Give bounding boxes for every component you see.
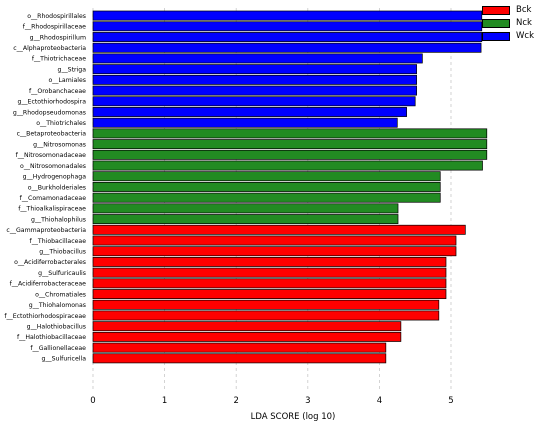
x-axis-label: LDA SCORE (log 10) [251,412,336,422]
category-label: o__Rhodospirillales [27,13,86,20]
bar-g-sulfuricaulis [92,267,447,278]
category-labels: o__Rhodospirillales f__Rhodospirillaceaeg… [4,13,86,363]
category-label: f__Halothiobacillaceae [17,334,86,341]
category-label: g__Rhodospirillum [30,34,86,41]
bar-g-nitrosomonas [92,139,488,150]
x-tick-label: 1 [162,396,167,406]
category-label: f__Acidiferrobacteraceae [10,281,87,288]
bar-f-thioalkalispiraceae [92,203,399,214]
bar-o-rhodospirillales [92,10,483,21]
bar-f-thiobacillaceae [92,235,457,246]
category-label: o__Nitrosomonadales [20,163,86,170]
legend-swatch [482,5,510,15]
bar-g-ectothiorhodospira [92,96,416,107]
bar-c-gammaproteobacteria [92,224,466,235]
bar-f-ectothiorhodospiraceae [92,310,440,321]
bar-f-gallionellaceae [92,342,387,353]
category-label: g__Thiohalomonas [29,302,86,309]
legend-item-nck: Nck [482,17,546,29]
bar-g-striga [92,64,417,75]
category-label: f__Ectothiorhodospiraceae [4,313,86,320]
category-label: g__Rhodopseudomonas [13,109,86,116]
bar-g-thiobacillus [92,246,457,257]
bar-o-burkholderiales [92,182,441,192]
category-label: f__Comamonadaceae [20,195,87,202]
category-label: g__Striga [58,66,87,73]
legend-item-bck: Bck [482,4,546,16]
category-label: o__Thiotrichales [36,120,86,127]
legend-item-wck: Wck [482,30,546,42]
legend-swatch [482,18,510,28]
category-label: g__Ectothiorhodospira [17,99,86,106]
bar-o-thiotrichales [92,117,398,128]
category-label: f__Thiobacillaceae [30,238,87,245]
bar-g-thiohalophilus [92,214,399,225]
category-label: f__Rhodospirillaceae [23,24,86,31]
x-tick-labels: 0 1 2 3 4 5 [90,396,453,406]
bar-f-acidiferrobacteraceae [92,278,447,289]
legend: Bck Nck Wck [482,4,546,43]
x-tick-label: 4 [377,396,382,406]
x-tick-label: 2 [233,396,238,406]
bar-f-thiotrichaceae [92,53,423,64]
legend-swatch [482,31,510,41]
category-label: c__Betaproteobacteria [17,131,87,138]
bar-o-chromatiales [92,289,447,300]
category-label: c__Gammaproteobacteria [6,227,86,234]
x-tick-label: 0 [90,396,95,406]
bar-g-rhodopseudomonas [92,107,407,117]
category-label: f__Thiotrichaceae [32,56,86,63]
category-label: g__Sulfuricaulis [38,270,86,277]
legend-label: Wck [516,31,535,41]
category-label: f__Orobanchaceae [29,88,86,95]
category-label: g__Thiobacillus [39,249,86,256]
category-label: o__Acidiferrobacterales [14,259,86,266]
bar-g-halothiobacillus [92,321,402,332]
category-label: g__Hydrogenophaga [23,174,87,181]
bar-g-sulfuricella [92,353,387,364]
category-label: f__Nitrosomonadaceae [16,152,87,159]
bars-group [92,10,488,364]
category-label: o__Chromatiales [35,291,86,298]
x-tick-label: 5 [448,396,453,406]
bar-f-comamonadaceae [92,192,441,203]
legend-label: Bck [516,5,532,15]
x-tick-label: 3 [305,396,310,406]
bar-f-rhodospirillaceae [92,21,483,32]
category-label: c__Alphaproteobacteria [13,45,86,52]
category-label: g__Halothiobacillus [27,323,86,330]
bar-g-thiohalomonas [92,299,440,310]
bar-g-rhodospirillum [92,32,483,42]
category-label: o__Burkholderiales [28,184,86,191]
bar-o-acidiferrobacterales [92,256,447,267]
bar-o-nitrosomonadales [92,160,483,171]
category-label: g__Thiohalophilus [31,216,86,223]
category-label: g__Nitrosomonas [33,141,86,148]
legend-label: Nck [516,18,532,28]
bar-f-orobanchaceae [92,85,417,96]
bar-f-nitrosomonadaceae [92,149,488,160]
category-label: o__Lamiales [49,77,87,84]
category-label: f__Thioalkalispiraceae [18,206,86,213]
category-label: g__Sulfuricella [42,356,87,363]
bar-g-hydrogenophaga [92,171,441,182]
category-label: f__Gallionellaceae [30,345,86,352]
bar-o-lamiales [92,74,417,85]
bar-f-halothiobacillaceae [92,331,402,342]
bar-c-betaproteobacteria [92,128,488,139]
bar-c-alphaproteobacteria [92,42,482,53]
